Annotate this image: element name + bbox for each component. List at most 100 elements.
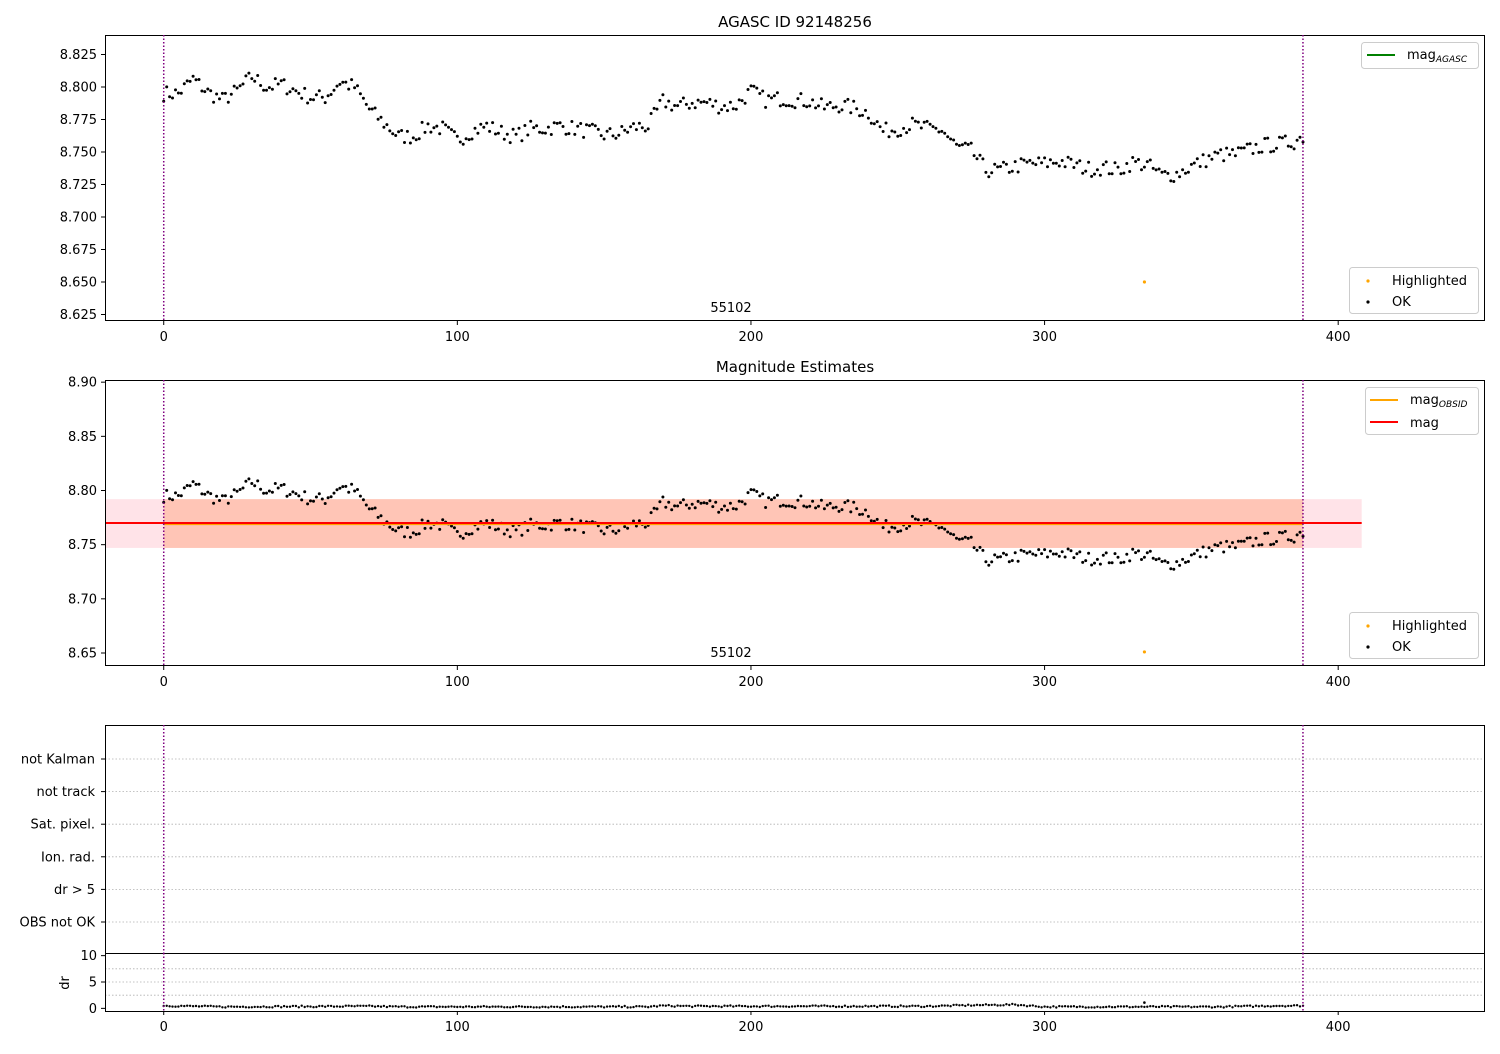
ok-point — [238, 488, 242, 491]
ok-point — [802, 504, 806, 508]
ok-point — [312, 98, 315, 102]
ok-point — [191, 480, 195, 484]
ok-point — [702, 501, 706, 505]
ok-point — [1195, 157, 1199, 161]
dr-point — [432, 1005, 436, 1008]
dr-point — [820, 1004, 823, 1007]
ok-point — [828, 501, 832, 505]
ok-point — [852, 500, 856, 504]
ok-point — [775, 91, 779, 95]
ok-point — [426, 122, 430, 126]
ok-point — [1201, 545, 1205, 549]
y-tick-label: 0 — [89, 1002, 97, 1017]
ok-point — [737, 499, 741, 503]
dr-point — [673, 1005, 676, 1008]
dr-point — [1052, 1005, 1055, 1008]
ok-point — [470, 137, 474, 141]
ok-point — [215, 92, 219, 96]
panel-agasc-legend-lines: magAGASC — [1361, 42, 1479, 69]
ok-point — [476, 527, 480, 531]
ok-point — [799, 494, 803, 498]
dr-point — [652, 1004, 656, 1008]
ok-point — [168, 497, 172, 501]
dr-point — [790, 1005, 794, 1008]
dr-point — [993, 1003, 996, 1006]
dr-point — [978, 1004, 982, 1007]
ok-point — [508, 141, 512, 145]
ok-point — [394, 134, 398, 137]
dr-point — [1257, 1005, 1261, 1008]
ok-point — [1151, 556, 1155, 560]
ok-point — [761, 492, 765, 496]
dr-point — [268, 1006, 271, 1009]
dr-point — [925, 1004, 929, 1008]
ok-point — [253, 79, 257, 83]
panel-estimates-legend-points: Highlighted OK — [1349, 612, 1479, 659]
ok-point — [1292, 147, 1296, 151]
dr-point — [799, 1005, 803, 1008]
ok-point — [834, 105, 838, 109]
ok-point — [488, 129, 492, 133]
ok-point — [1048, 158, 1052, 162]
ok-point — [802, 104, 806, 108]
ok-point — [1260, 543, 1264, 547]
dr-point — [294, 1004, 298, 1008]
ok-point — [1222, 159, 1226, 163]
ok-point — [676, 504, 680, 508]
dr-point — [197, 1005, 201, 1008]
dr-point — [1263, 1005, 1267, 1008]
dr-point — [206, 1004, 209, 1008]
dr-point — [544, 1005, 547, 1009]
ok-point — [485, 519, 489, 523]
dr-point — [729, 1004, 732, 1007]
dr-point — [1196, 1005, 1199, 1009]
ok-point — [611, 134, 615, 138]
ok-point — [276, 82, 280, 86]
ok-point — [235, 86, 239, 90]
ok-point — [1145, 160, 1149, 164]
dr-point — [280, 1006, 283, 1009]
ok-point — [620, 125, 624, 128]
dr-point — [532, 1006, 535, 1009]
ok-point — [408, 141, 412, 145]
ok-point — [1295, 533, 1299, 537]
ok-point — [1231, 541, 1234, 545]
ok-point — [846, 97, 850, 101]
ok-point — [849, 510, 853, 514]
ok-point — [1063, 165, 1067, 169]
dr-point — [456, 1005, 459, 1009]
ok-point — [617, 133, 621, 137]
panel-dr: 0 100 200 300 400 0 5 10 dr — [58, 949, 1485, 1035]
dr-point — [1295, 1004, 1299, 1007]
ok-point — [626, 130, 630, 134]
ok-point — [1075, 552, 1079, 556]
ok-point — [1298, 530, 1302, 534]
ok-point — [1289, 538, 1293, 542]
dr-point — [837, 1005, 841, 1008]
ok-point — [309, 98, 312, 101]
dr-point — [541, 1005, 544, 1008]
ok-point — [864, 108, 867, 112]
dr-point — [696, 1004, 700, 1007]
dr-point — [808, 1004, 811, 1008]
ok-point — [1301, 534, 1305, 538]
ok-point — [267, 86, 271, 90]
dr-point — [1231, 1006, 1234, 1009]
ok-point — [670, 508, 674, 512]
ok-point — [705, 501, 709, 505]
ok-point — [373, 506, 377, 510]
ok-point — [1131, 156, 1135, 159]
dr-point — [556, 1005, 559, 1008]
ok-point — [344, 484, 348, 488]
dr-point — [277, 1004, 280, 1008]
ok-point — [291, 490, 295, 494]
panel-estimates-x-axis: 0 100 200 300 400 — [160, 666, 1351, 690]
dr-point — [309, 1005, 312, 1008]
dr-point — [1037, 1005, 1040, 1008]
dr-point — [371, 1004, 374, 1008]
ok-point — [1087, 551, 1091, 555]
ok-point — [673, 504, 677, 508]
dr-point — [409, 1006, 412, 1009]
dr-point — [1152, 1005, 1155, 1008]
panel-agasc-data-layer — [162, 71, 1305, 284]
